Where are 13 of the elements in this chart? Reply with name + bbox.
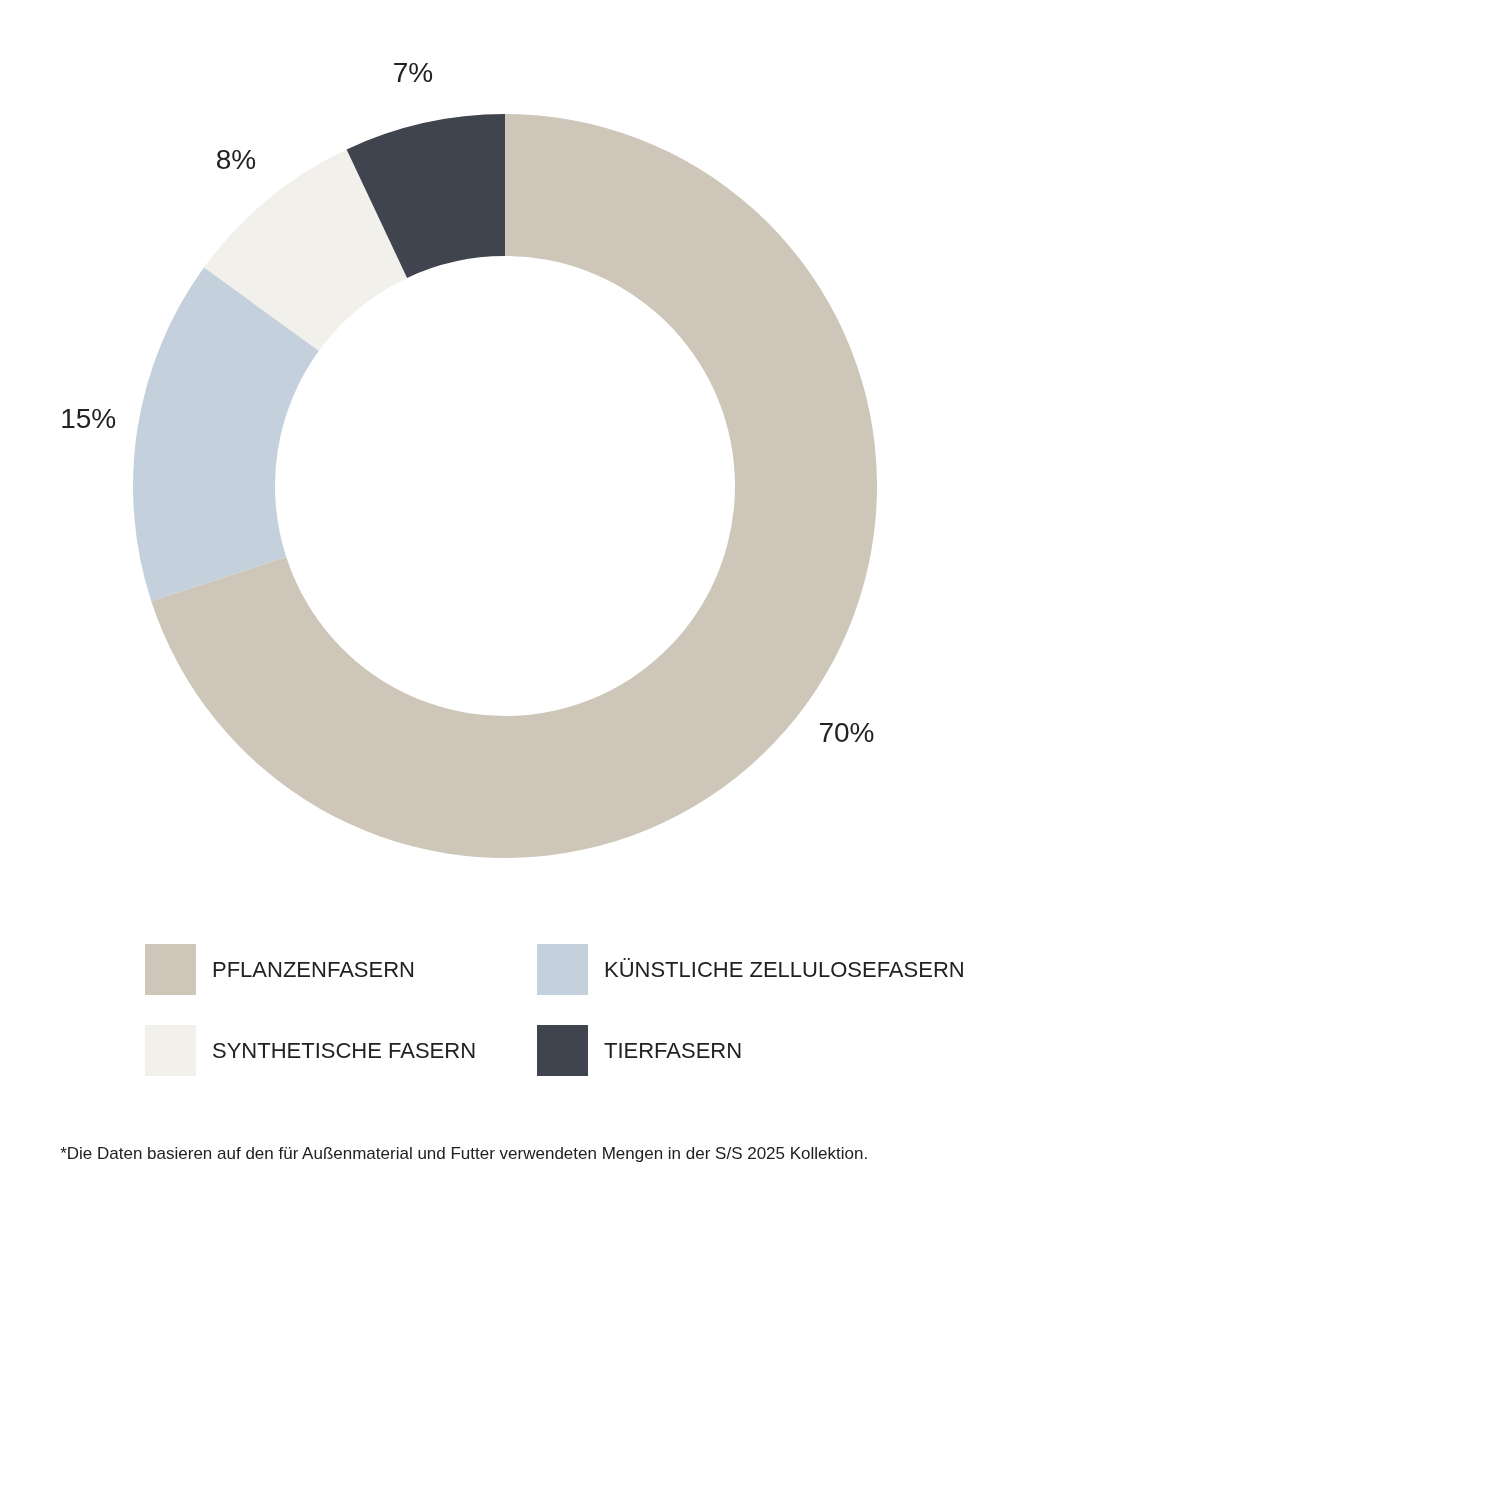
data-label: 15% xyxy=(60,402,117,434)
donut-slice xyxy=(151,114,877,858)
donut-slice xyxy=(204,149,408,351)
legend-label: SYNTHETISCHE FASERN xyxy=(212,1037,477,1063)
text: *Die Daten basieren auf den für Außenmaterial und Futter verwendeten Mengen in der S/S 2025 Kollektion. xyxy=(60,1144,869,1163)
legend-label: TIERFASERN xyxy=(604,1037,743,1063)
data-label: 8% xyxy=(215,143,257,175)
donut-slice xyxy=(133,267,319,601)
data-label: 70% xyxy=(818,717,875,749)
donut-slice xyxy=(346,114,505,278)
legend-label: PFLANZENFASERN xyxy=(212,956,415,982)
data-label: 7% xyxy=(392,57,434,89)
legend-label: KÜNSTLICHE ZELLULOSEFASERN xyxy=(604,956,965,982)
